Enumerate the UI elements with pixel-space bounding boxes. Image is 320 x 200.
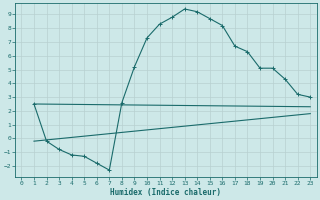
X-axis label: Humidex (Indice chaleur): Humidex (Indice chaleur) <box>110 188 221 197</box>
